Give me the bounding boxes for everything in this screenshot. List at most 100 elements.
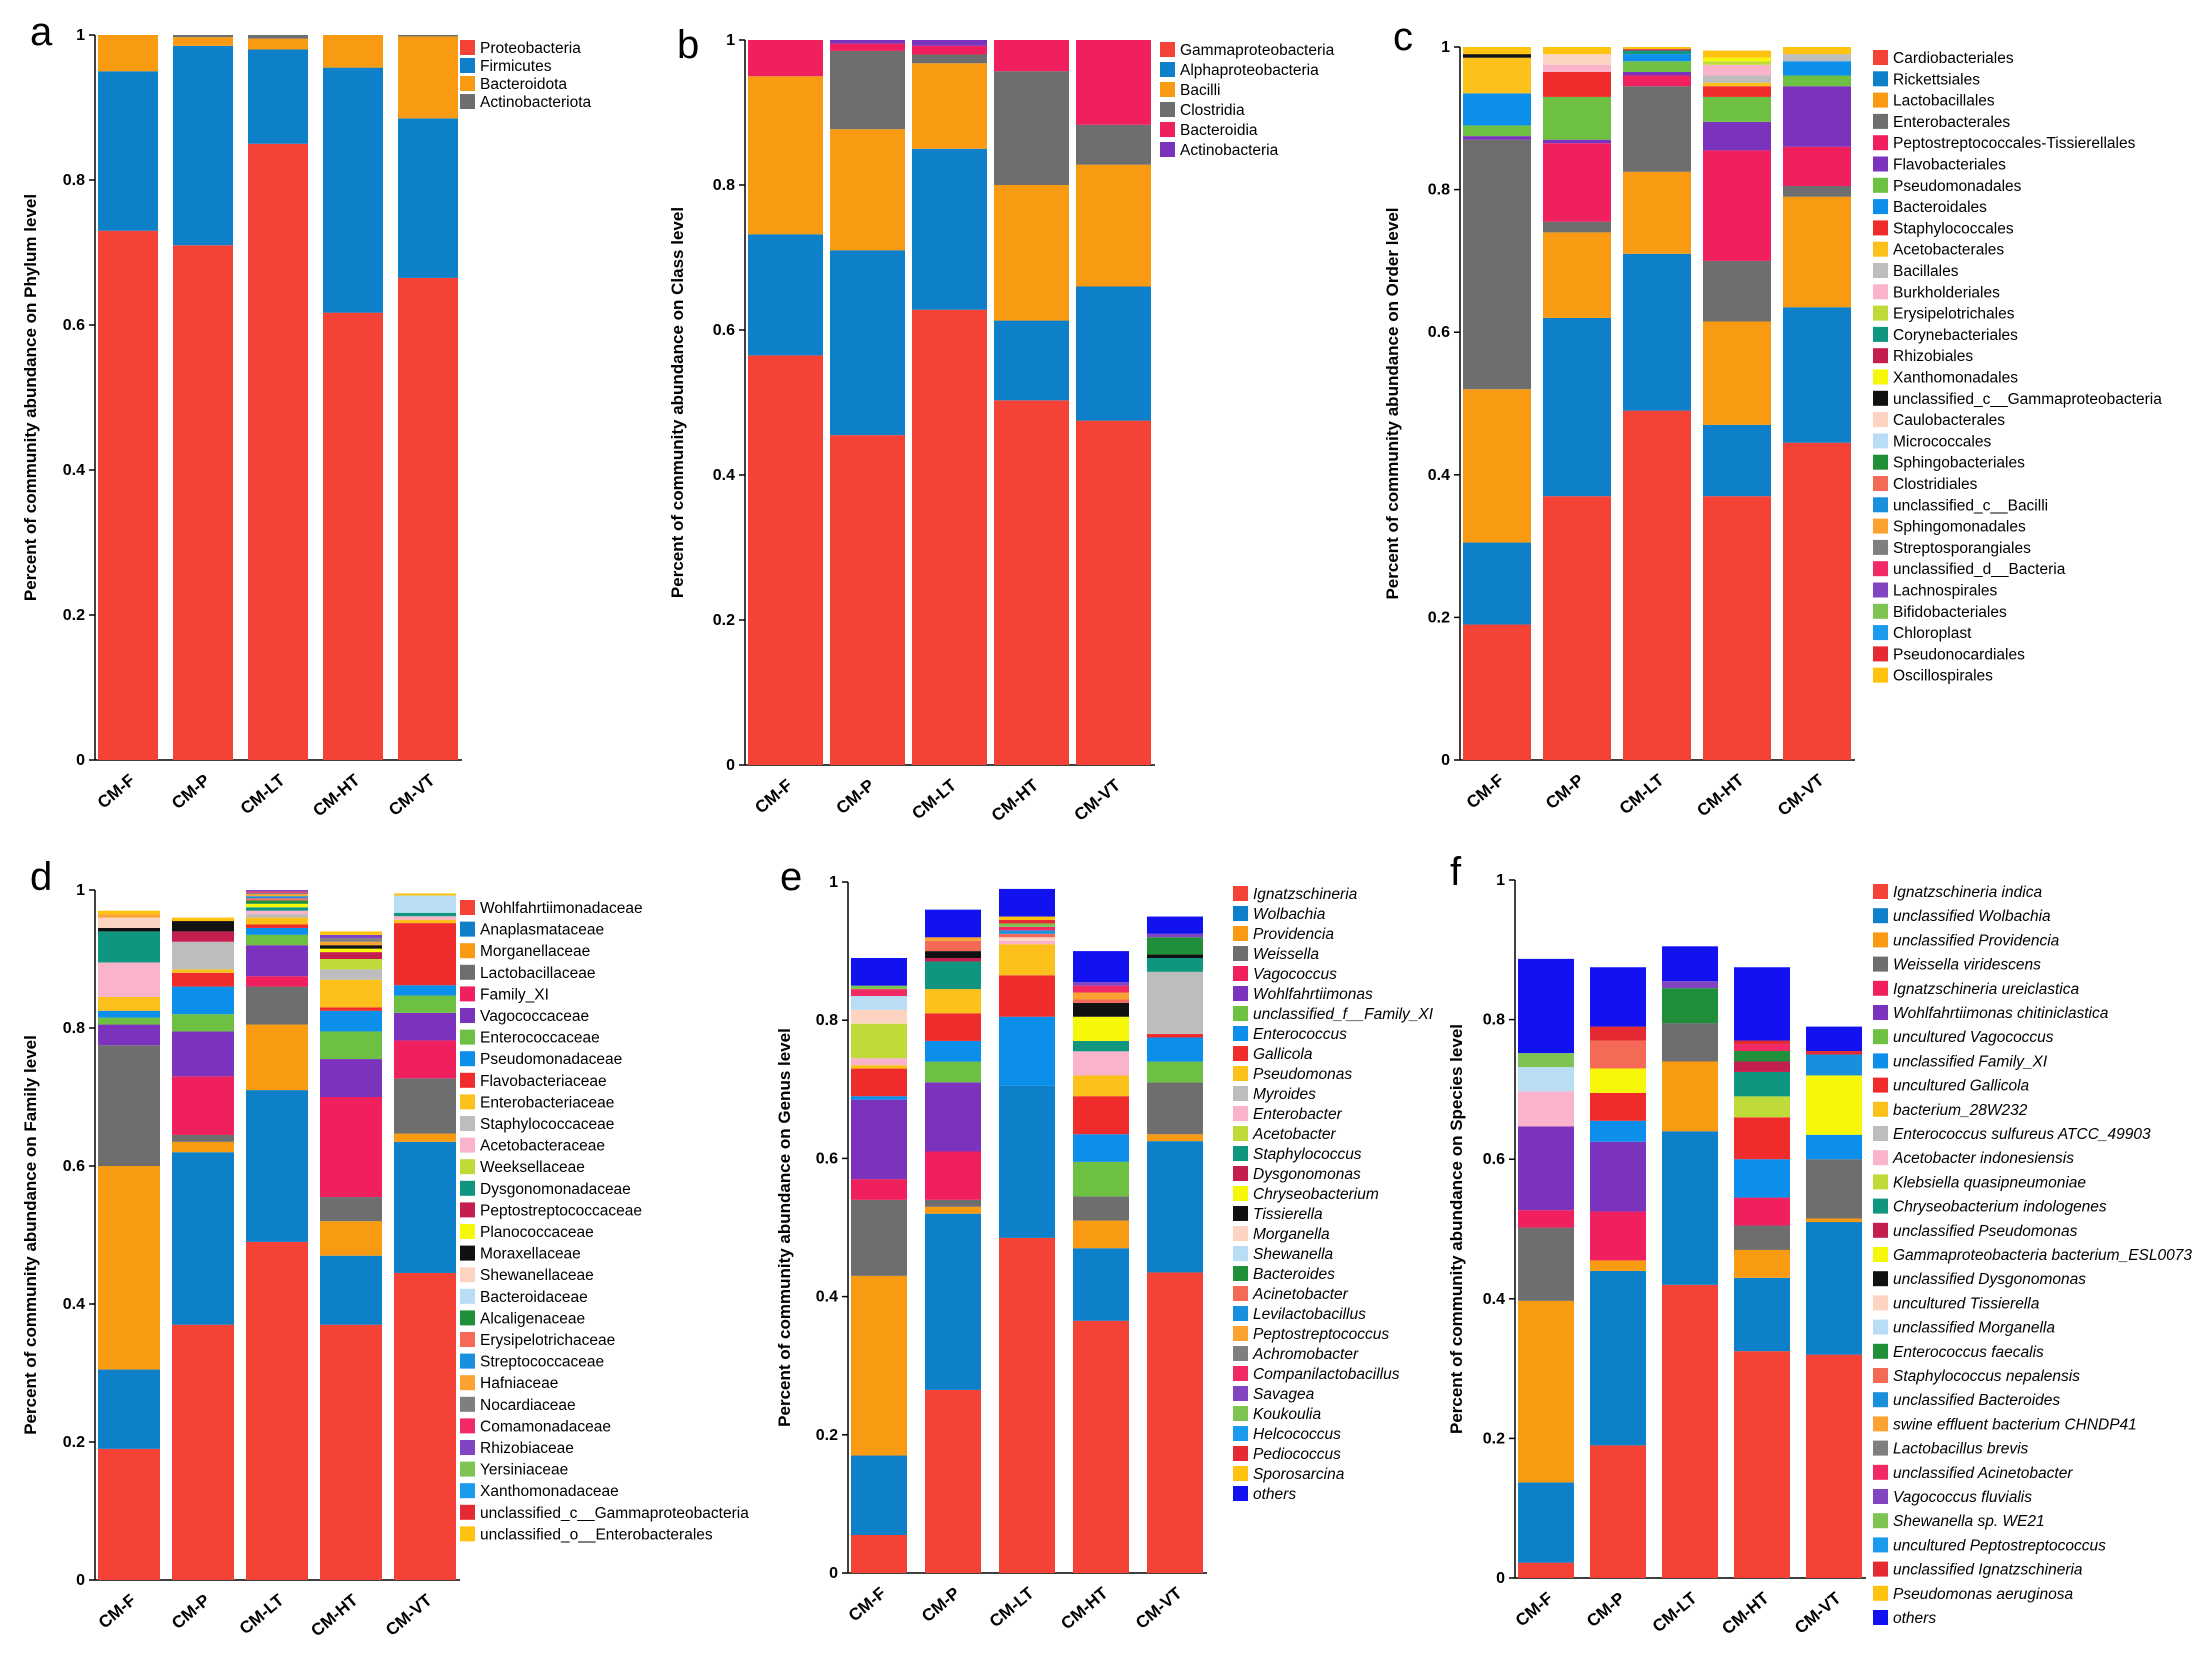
bar-segment — [1662, 1131, 1718, 1285]
legend-swatch — [1873, 390, 1888, 406]
legend-label: Staphylococcus — [1253, 1146, 1362, 1163]
y-tick-label: 0 — [1496, 1570, 1505, 1587]
y-tick-label: 1 — [726, 32, 735, 49]
bar-segment — [925, 1151, 981, 1200]
legend-swatch — [460, 1267, 475, 1283]
legend-label: Helcococcus — [1253, 1426, 1341, 1443]
bar-segment — [246, 924, 308, 928]
bar-segment — [98, 996, 160, 1011]
bar-segment — [1518, 1300, 1574, 1483]
bar-segment — [1590, 1068, 1646, 1093]
bar-segment — [994, 40, 1069, 72]
bar-segment — [1806, 1075, 1862, 1135]
legend-swatch — [1233, 1346, 1248, 1361]
legend-swatch — [1873, 1295, 1888, 1311]
legend-label: Acetobacterales — [1893, 242, 2004, 259]
bar-segment — [1783, 442, 1851, 760]
bar-segment — [320, 979, 382, 1008]
bar-segment — [320, 948, 382, 953]
legend-swatch — [1873, 956, 1888, 972]
legend-swatch — [1233, 946, 1248, 961]
bar-segment — [98, 35, 158, 72]
bar-segment — [246, 900, 308, 904]
bar-segment — [394, 1141, 456, 1273]
panel-f: f Percent of community abundance on Speci… — [1447, 850, 2192, 1638]
bar-segment — [1073, 1220, 1129, 1249]
bar-segment — [1073, 1134, 1129, 1162]
legend-label: Achromobacter — [1252, 1346, 1359, 1363]
bar-segment — [172, 986, 234, 1015]
bar-segment — [1590, 1211, 1646, 1261]
y-tick-label: 1 — [76, 882, 85, 899]
bar-segment — [851, 1179, 907, 1200]
legend-label: Enterococcus sulfureus ATCC_49903 — [1893, 1126, 2151, 1143]
bar-segment — [1463, 57, 1531, 94]
bar-segment — [1518, 1091, 1574, 1127]
bar-segment — [1543, 317, 1611, 497]
legend-swatch — [1233, 1446, 1248, 1461]
bar-segment — [1703, 150, 1771, 261]
y-tick-label: 0.6 — [1483, 1151, 1505, 1168]
bar-segment — [320, 952, 382, 959]
legend-swatch — [460, 76, 475, 91]
bar-segment — [1734, 1277, 1790, 1352]
y-tick-label: 0.8 — [63, 1020, 85, 1037]
bar-segment — [98, 927, 160, 932]
legend-label: Lactobacillales — [1893, 93, 1995, 110]
bar-segment — [246, 1090, 308, 1242]
bar-segment — [320, 934, 382, 939]
bar-segment — [246, 898, 308, 901]
bar-segment — [830, 250, 905, 436]
bar-segment — [98, 931, 160, 963]
bar-segment — [851, 985, 907, 990]
legend-label: Peptostreptococcales-Tissierellales — [1893, 135, 2136, 152]
bar-segment — [1806, 1134, 1862, 1160]
bar-segment — [1147, 1037, 1203, 1062]
bar-segment — [830, 435, 905, 765]
bar-segment — [925, 940, 981, 952]
bar-segment — [1518, 1210, 1574, 1228]
bar-segment — [246, 894, 308, 897]
legend-label: Companilactobacillus — [1253, 1366, 1400, 1383]
x-tick-label: CM-VT — [1071, 775, 1125, 825]
bar-segment — [925, 1389, 981, 1573]
bar-segment — [1734, 1051, 1790, 1062]
legend-swatch — [460, 943, 475, 959]
legend-swatch — [1233, 1286, 1248, 1301]
bar-segment — [1073, 1096, 1129, 1135]
bar-segment — [1147, 933, 1203, 938]
legend-swatch — [1873, 1029, 1888, 1045]
legend-swatch — [1873, 177, 1888, 193]
legend-swatch — [1873, 1513, 1888, 1529]
legend-swatch — [460, 1440, 475, 1455]
legend-label: Acetobacteraceae — [480, 1138, 605, 1155]
legend-swatch — [1873, 1174, 1888, 1190]
bar-segment — [1806, 1054, 1862, 1076]
legend-swatch — [1873, 1610, 1888, 1625]
x-tick-label: CM-HT — [1693, 770, 1748, 820]
bar-segment — [172, 1324, 234, 1580]
legend-swatch — [1873, 1343, 1888, 1359]
legend-swatch — [1873, 646, 1888, 662]
panel-letter: c — [1393, 15, 1413, 59]
legend-label: Pseudomonas — [1253, 1066, 1352, 1083]
x-tick-label: CM-P — [918, 1584, 964, 1626]
legend-swatch — [460, 1245, 475, 1261]
bar-segment — [1543, 64, 1611, 72]
bar-segment — [1703, 61, 1771, 65]
bar-segment — [172, 1014, 234, 1032]
legend-label: Chryseobacterium indologenes — [1893, 1199, 2107, 1216]
bar-segment — [246, 910, 308, 915]
y-axis-title: Percent of community abundance on Family… — [21, 1035, 40, 1435]
legend-label: Bacteroides — [1253, 1266, 1335, 1283]
legend-swatch — [460, 40, 475, 55]
bar-segment — [830, 50, 905, 130]
legend-label: Koukoulia — [1253, 1406, 1321, 1423]
legend-label: Oscillospirales — [1893, 668, 1993, 685]
y-tick-label: 0.2 — [713, 612, 735, 629]
y-tick-label: 0.8 — [63, 172, 85, 189]
bar-segment — [851, 1068, 907, 1097]
bar-segment — [1662, 946, 1718, 982]
legend-label: others — [1253, 1486, 1296, 1503]
bar-segment — [98, 962, 160, 997]
